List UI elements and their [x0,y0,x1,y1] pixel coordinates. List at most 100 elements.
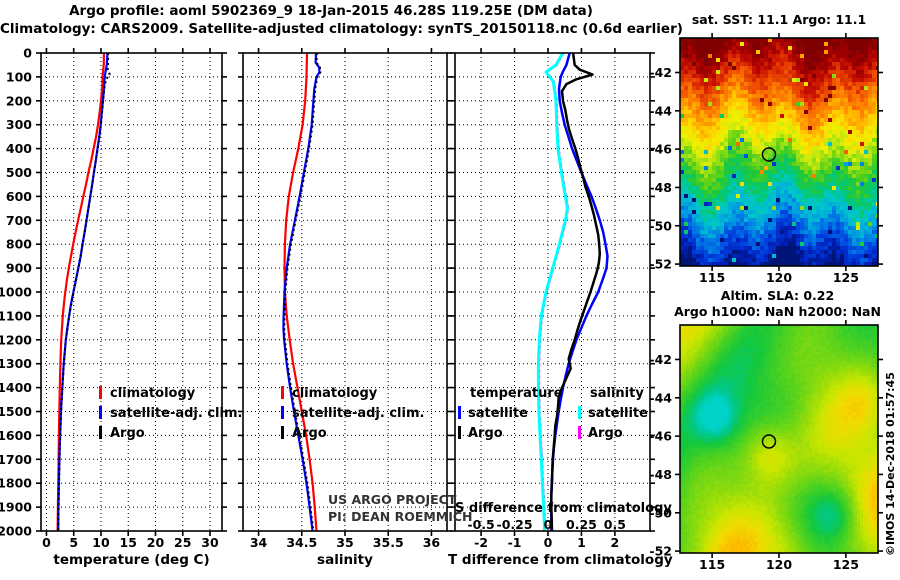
tick-labels: -2 -1 0 1 2 [474,535,619,550]
svg-text:-2: -2 [474,535,488,550]
legend-marker-satellite-adj-clim- [281,406,284,419]
sst-map-title: sat. SST: 11.1 Argo: 11.1 [691,12,867,27]
svg-text:500: 500 [6,165,32,180]
svg-text:300: 300 [6,117,32,132]
svg-text:600: 600 [6,189,32,204]
legend: climatology satellite-adj. clim. Argo [99,386,242,441]
grid-lines [41,53,222,531]
legend-marker-climatology [99,386,102,399]
legend-marker-argo [281,426,284,439]
difference-profile-panel: -2 -1 0 1 2 -0.5 -0.25 0 0.25 0.5 temperature satel… [450,48,655,550]
svg-text:5: 5 [69,535,78,550]
svg-text:satellite: satellite [588,406,648,421]
grid-lines [455,53,650,531]
svg-text:15: 15 [120,535,137,550]
legend: climatology satellite-adj. clim. Argo [281,386,424,441]
axis-box [450,48,655,536]
legend-marker-satellite-adj-clim- [99,406,102,419]
svg-text:0.5: 0.5 [604,517,626,532]
svg-text:-48: -48 [649,180,672,195]
project-annotation-line2: PI: DEAN ROEMMICH [328,509,473,524]
map-axis: 115 120 125-42-44-46-48-50-52 [649,33,883,285]
svg-text:1500: 1500 [0,404,32,419]
svg-text:-0.25: -0.25 [497,517,533,532]
svg-text:36: 36 [423,535,441,550]
svg-text:-44: -44 [649,103,672,118]
svg-text:35.5: 35.5 [373,535,404,550]
svg-text:temperature: temperature [470,386,563,401]
s-difference-axis-label: S difference from climatology [455,501,672,516]
legend-marker-climatology [281,386,284,399]
svg-text:-52: -52 [649,257,672,272]
sla-map-title-line2: Argo h1000: NaN h2000: NaN [674,304,881,319]
float-location-marker [761,434,777,449]
figure-title: Argo profile: aoml 5902369_9 18-Jan-2015… [69,3,593,19]
difference-profile-series-temperature-argo-diff [550,52,602,532]
svg-text:900: 900 [6,261,32,276]
svg-text:700: 700 [6,213,32,228]
svg-text:satellite-adj. clim.: satellite-adj. clim. [292,406,424,421]
legend-marker-argo [458,426,461,439]
project-annotation-line1: US ARGO PROJECT [328,492,457,507]
data-series [56,52,111,532]
sst-map-panel: 115 120 125 -42 -44 -46 -48 -50 -52 [649,33,883,285]
axis-box [36,48,227,536]
svg-text:1200: 1200 [0,332,32,347]
svg-text:800: 800 [6,237,32,252]
t-difference-axis-label: T difference from climatology [448,552,673,568]
svg-text:1900: 1900 [0,500,32,515]
svg-text:2: 2 [611,535,620,550]
float-location-marker [761,147,777,162]
legend-marker-argo [99,426,102,439]
svg-text:400: 400 [6,141,32,156]
svg-text:1: 1 [577,535,586,550]
svg-text:10: 10 [92,535,110,550]
svg-text:1400: 1400 [0,380,32,395]
svg-text:Argo: Argo [110,426,145,441]
legend-marker-satellite [578,406,581,419]
data-series [282,52,322,532]
svg-text:0.25: 0.25 [566,517,597,532]
legend-salinity: salinity satellite Argo [578,386,648,441]
data-series [536,52,609,532]
svg-text:115: 115 [699,270,725,285]
svg-text:2000: 2000 [0,524,32,539]
svg-text:satellite-adj. clim.: satellite-adj. clim. [110,406,242,421]
tick-labels: 34 34.5 35 35.5 36 [250,535,441,550]
svg-text:-42: -42 [649,65,672,80]
svg-text:125: 125 [833,270,859,285]
svg-text:20: 20 [147,535,165,550]
s-difference-inner-ticks: -0.5 -0.25 0 0.25 0.5 [467,517,626,532]
svg-text:30: 30 [201,535,219,550]
svg-text:34.5: 34.5 [286,535,317,550]
figure-subtitle: Climatology: CARS2009. Satellite-adjuste… [0,21,683,37]
svg-text:100: 100 [6,69,32,84]
sla-map-panel: 115 120 125-42-44-46-48-50-52 [649,320,883,572]
svg-text:1700: 1700 [0,452,32,467]
sla-map-field [680,325,878,553]
grid-lines [243,53,447,531]
svg-text:Argo: Argo [468,426,503,441]
imos-watermark: ©IMOS 14-Dec-2018 01:57:45 [884,372,897,556]
legend-temperature: temperature satellite Argo [458,386,563,441]
svg-text:climatology: climatology [110,386,196,401]
svg-text:35: 35 [336,535,353,550]
svg-text:-50: -50 [649,218,672,233]
svg-text:-46: -46 [649,142,672,157]
sst-map-field [680,38,878,266]
svg-text:-0.5: -0.5 [467,517,494,532]
svg-text:0: 0 [42,535,51,550]
svg-text:0: 0 [544,535,553,550]
difference-profile-series-salinity-satellite-diff [536,52,569,532]
svg-text:25: 25 [174,535,191,550]
map-axis: 115 120 125-42-44-46-48-50-52 [649,320,883,572]
salinity-axis-label: salinity [317,552,373,568]
svg-text:1100: 1100 [0,308,32,323]
salinity-profile-panel: 34 34.5 35 35.5 36 climatology satellite-adj. … [238,48,452,550]
svg-text:satellite: satellite [468,406,528,421]
svg-text:1800: 1800 [0,476,32,491]
tick-labels: 0 5 10 15 20 25 300100200300400500600700800900… [0,46,219,551]
svg-text:1300: 1300 [0,356,32,371]
